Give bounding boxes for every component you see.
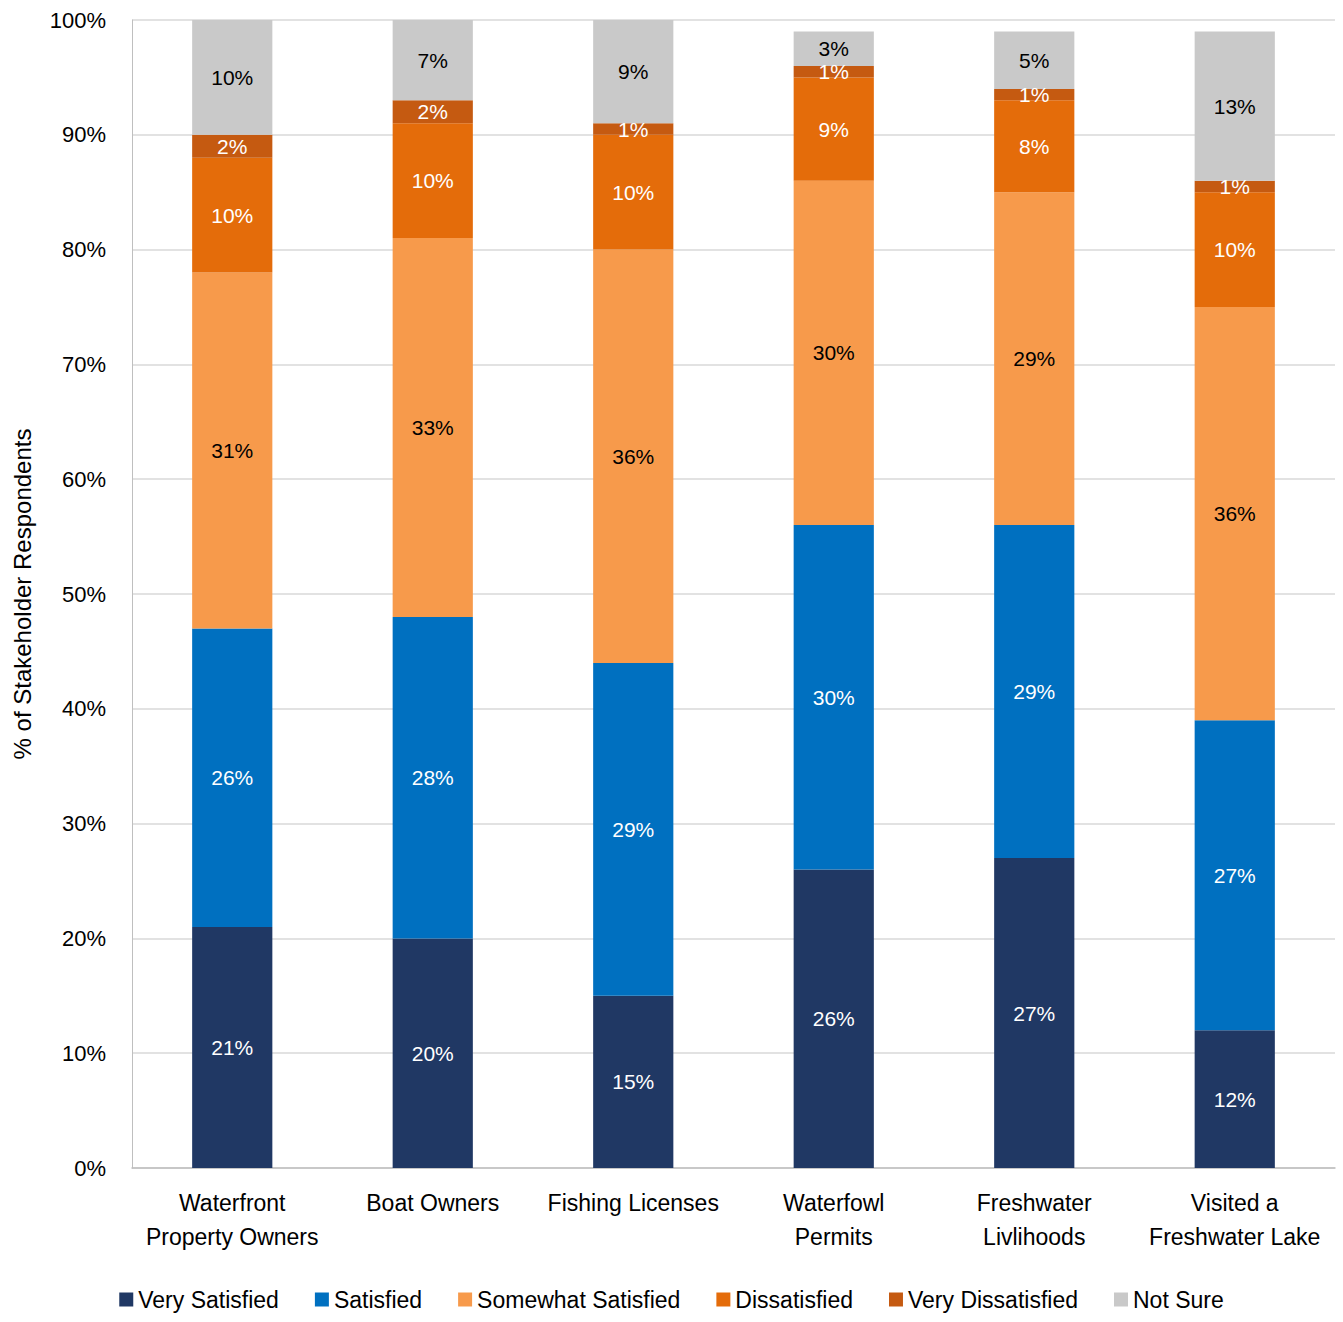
svg-text:Permits: Permits — [795, 1224, 873, 1250]
svg-text:28%: 28% — [412, 766, 454, 789]
svg-text:2%: 2% — [217, 135, 247, 158]
svg-text:9%: 9% — [819, 118, 849, 141]
svg-text:1%: 1% — [819, 60, 849, 83]
svg-text:30%: 30% — [813, 686, 855, 709]
svg-text:2%: 2% — [418, 100, 448, 123]
svg-text:12%: 12% — [1214, 1088, 1256, 1111]
svg-text:10%: 10% — [612, 181, 654, 204]
svg-text:30%: 30% — [813, 341, 855, 364]
svg-text:Somewhat Satisfied: Somewhat Satisfied — [477, 1287, 680, 1313]
svg-text:Freshwater Lake: Freshwater Lake — [1149, 1224, 1320, 1250]
svg-text:20%: 20% — [412, 1042, 454, 1065]
svg-text:3%: 3% — [819, 37, 849, 60]
svg-text:20%: 20% — [62, 926, 106, 951]
svg-text:Waterfowl: Waterfowl — [783, 1190, 884, 1216]
svg-text:50%: 50% — [62, 582, 106, 607]
svg-text:27%: 27% — [1013, 1002, 1055, 1025]
svg-text:21%: 21% — [211, 1036, 253, 1059]
svg-text:Property Owners: Property Owners — [146, 1224, 319, 1250]
svg-text:100%: 100% — [50, 8, 106, 33]
svg-text:Freshwater: Freshwater — [977, 1190, 1092, 1216]
svg-text:10%: 10% — [211, 204, 253, 227]
svg-text:29%: 29% — [612, 818, 654, 841]
svg-text:5%: 5% — [1019, 49, 1049, 72]
svg-text:Satisfied: Satisfied — [334, 1287, 422, 1313]
svg-text:Fishing Licenses: Fishing Licenses — [548, 1190, 719, 1216]
svg-text:60%: 60% — [62, 467, 106, 492]
svg-text:8%: 8% — [1019, 135, 1049, 158]
svg-text:1%: 1% — [1019, 83, 1049, 106]
svg-text:% of Stakeholder Respondents: % of Stakeholder Respondents — [9, 429, 36, 760]
svg-text:10%: 10% — [62, 1041, 106, 1066]
svg-text:15%: 15% — [612, 1070, 654, 1093]
svg-text:Dissatisfied: Dissatisfied — [735, 1287, 853, 1313]
svg-text:13%: 13% — [1214, 95, 1256, 118]
svg-text:1%: 1% — [618, 118, 648, 141]
svg-text:36%: 36% — [1214, 502, 1256, 525]
svg-text:29%: 29% — [1013, 347, 1055, 370]
svg-text:26%: 26% — [211, 766, 253, 789]
svg-text:0%: 0% — [74, 1156, 106, 1181]
svg-text:Very Satisfied: Very Satisfied — [138, 1287, 279, 1313]
svg-text:Waterfront: Waterfront — [179, 1190, 286, 1216]
svg-text:33%: 33% — [412, 416, 454, 439]
svg-text:7%: 7% — [418, 49, 448, 72]
svg-text:30%: 30% — [62, 811, 106, 836]
svg-text:80%: 80% — [62, 237, 106, 262]
svg-text:27%: 27% — [1214, 864, 1256, 887]
svg-text:90%: 90% — [62, 122, 106, 147]
svg-text:10%: 10% — [412, 169, 454, 192]
svg-text:26%: 26% — [813, 1007, 855, 1030]
svg-text:Livlihoods: Livlihoods — [983, 1224, 1085, 1250]
svg-text:1%: 1% — [1220, 175, 1250, 198]
svg-text:36%: 36% — [612, 445, 654, 468]
svg-text:10%: 10% — [211, 66, 253, 89]
svg-text:Not Sure: Not Sure — [1133, 1287, 1224, 1313]
svg-text:70%: 70% — [62, 352, 106, 377]
svg-text:29%: 29% — [1013, 680, 1055, 703]
svg-text:Boat Owners: Boat Owners — [366, 1190, 499, 1216]
svg-text:31%: 31% — [211, 439, 253, 462]
svg-text:40%: 40% — [62, 696, 106, 721]
svg-text:9%: 9% — [618, 60, 648, 83]
svg-text:Very Dissatisfied: Very Dissatisfied — [908, 1287, 1078, 1313]
svg-text:Visited a: Visited a — [1191, 1190, 1279, 1216]
svg-text:10%: 10% — [1214, 238, 1256, 261]
